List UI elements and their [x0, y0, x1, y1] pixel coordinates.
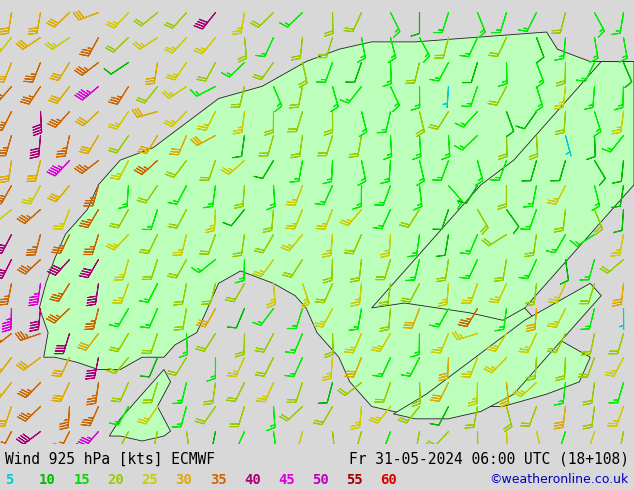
- Text: 60: 60: [380, 473, 397, 487]
- Text: ©weatheronline.co.uk: ©weatheronline.co.uk: [489, 473, 629, 486]
- Text: 30: 30: [176, 473, 193, 487]
- Polygon shape: [394, 283, 601, 419]
- Text: 5: 5: [5, 473, 13, 487]
- Text: Wind 925 hPa [kts] ECMWF: Wind 925 hPa [kts] ECMWF: [5, 452, 215, 467]
- Text: 15: 15: [74, 473, 90, 487]
- Polygon shape: [39, 32, 634, 414]
- Text: 10: 10: [39, 473, 56, 487]
- Text: Fr 31-05-2024 06:00 UTC (18+108): Fr 31-05-2024 06:00 UTC (18+108): [349, 452, 629, 467]
- Text: 40: 40: [244, 473, 261, 487]
- Text: 35: 35: [210, 473, 226, 487]
- Text: 50: 50: [312, 473, 329, 487]
- Polygon shape: [372, 62, 634, 320]
- Text: 25: 25: [141, 473, 158, 487]
- Text: 45: 45: [278, 473, 295, 487]
- Text: 20: 20: [107, 473, 124, 487]
- Polygon shape: [109, 369, 171, 441]
- Text: 55: 55: [346, 473, 363, 487]
